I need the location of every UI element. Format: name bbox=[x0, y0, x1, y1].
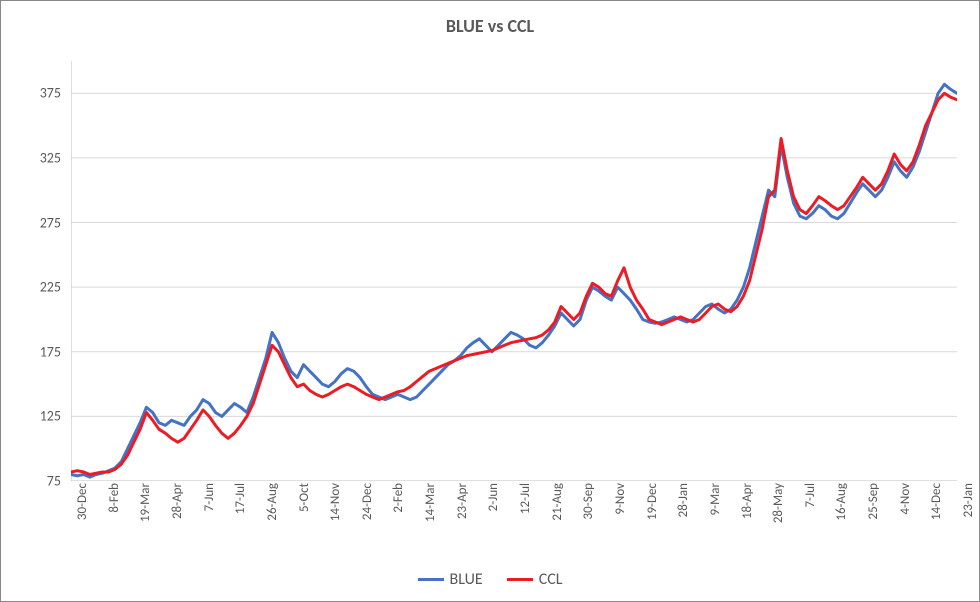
x-tick-label: 30-Sep bbox=[581, 483, 596, 519]
x-tick-label: 24-Dec bbox=[360, 483, 375, 520]
x-tick-label: 4-Nov bbox=[898, 483, 913, 515]
y-tick-label: 125 bbox=[40, 408, 61, 425]
x-tick-label: 8-Feb bbox=[107, 483, 122, 513]
legend-item-ccl: CCL bbox=[507, 570, 563, 589]
x-tick-label: 28-May bbox=[771, 483, 786, 523]
legend: BLUE CCL bbox=[1, 570, 979, 589]
chart-title: BLUE vs CCL bbox=[1, 1, 979, 37]
x-tick-label: 7-Jul bbox=[803, 483, 818, 508]
x-tick-label: 26-Aug bbox=[265, 483, 280, 521]
x-tick-label: 19-Mar bbox=[138, 483, 153, 522]
x-axis: 30-Dec 8-Feb 19-Mar 28-Apr 7-Jun 17-Jul 26-Aug… bbox=[71, 483, 957, 561]
x-tick-label: 23-Apr bbox=[455, 483, 470, 519]
legend-label-blue: BLUE bbox=[450, 570, 483, 589]
x-tick-label: 18-Apr bbox=[740, 483, 755, 519]
x-tick-label: 19-Dec bbox=[645, 483, 660, 520]
x-tick-label: 28-Jan bbox=[676, 483, 691, 517]
x-tick-label: 21-Aug bbox=[550, 483, 565, 521]
x-tick-label: 17-Jul bbox=[233, 483, 248, 514]
y-tick-label: 275 bbox=[40, 214, 61, 231]
y-tick-label: 225 bbox=[40, 279, 61, 296]
x-tick-label: 30-Dec bbox=[75, 483, 90, 520]
legend-swatch-ccl bbox=[507, 578, 533, 581]
legend-swatch-blue bbox=[418, 578, 444, 581]
legend-label-ccl: CCL bbox=[539, 570, 563, 589]
x-tick-label: 2-Jun bbox=[486, 483, 501, 511]
plot-area bbox=[71, 61, 957, 481]
legend-item-blue: BLUE bbox=[418, 570, 483, 589]
x-tick-label: 9-Mar bbox=[708, 483, 723, 515]
x-tick-label: 2-Feb bbox=[391, 483, 406, 513]
series-lines bbox=[71, 61, 957, 481]
y-tick-label: 175 bbox=[40, 343, 61, 360]
x-tick-label: 28-Apr bbox=[170, 483, 185, 519]
x-tick-label: 25-Sep bbox=[866, 483, 881, 519]
chart-container: BLUE vs CCL 75 125 175 225 275 325 375 30-Dec 8… bbox=[0, 0, 980, 602]
x-tick-label: 5-Oct bbox=[297, 483, 312, 512]
x-tick-label: 12-Jul bbox=[518, 483, 533, 514]
x-tick-label: 23-Jan bbox=[961, 483, 976, 517]
x-tick-label: 14-Nov bbox=[328, 483, 343, 521]
x-tick-label: 9-Nov bbox=[613, 483, 628, 515]
y-tick-label: 375 bbox=[40, 85, 61, 102]
y-axis: 75125175225275325375 bbox=[1, 61, 67, 481]
x-tick-label: 14-Mar bbox=[423, 483, 438, 522]
x-tick-label: 16-Aug bbox=[834, 483, 849, 521]
y-tick-label: 325 bbox=[40, 149, 61, 166]
x-tick-label: 7-Jun bbox=[202, 483, 217, 511]
y-tick-label: 75 bbox=[47, 473, 61, 490]
x-tick-label: 14-Dec bbox=[929, 483, 944, 520]
